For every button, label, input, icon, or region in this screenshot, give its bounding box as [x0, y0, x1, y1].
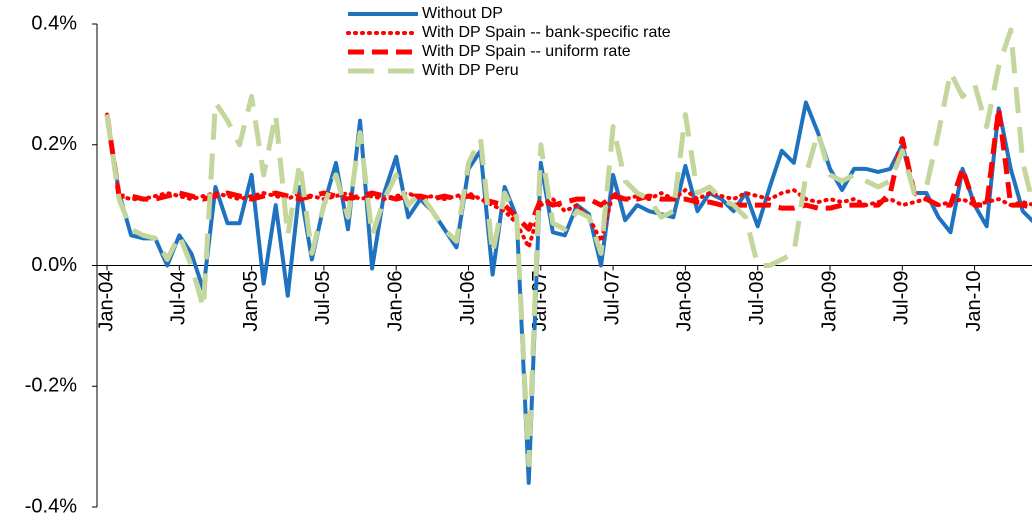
y-tick-label: 0.4%	[31, 12, 77, 34]
series-line	[105, 100, 1032, 485]
legend-label: Without DP	[422, 5, 503, 22]
y-tick-label: 0.2%	[31, 133, 77, 155]
x-tick-label: Jul-08	[746, 271, 768, 325]
x-tick-label: Jul-06	[457, 271, 479, 325]
y-tick-label: -0.2%	[25, 375, 77, 397]
x-tick-label: Jan-08	[674, 271, 696, 332]
legend-label: With DP Spain -- bank-specific rate	[422, 24, 671, 41]
x-tick-label: Jan-04	[95, 271, 117, 332]
legend-label: With DP Spain -- uniform rate	[422, 43, 631, 60]
x-tick-label: Jan-05	[240, 271, 262, 332]
x-tick-label: Jul-05	[312, 271, 334, 325]
x-tick-label: Jan-06	[384, 271, 406, 332]
x-tick-label: Jul-09	[891, 271, 913, 325]
y-tick-label: 0.0%	[31, 254, 77, 276]
x-tick-label: Jan-09	[818, 271, 840, 332]
series-line	[104, 106, 1032, 232]
x-tick-label: Jan-07	[529, 271, 551, 332]
x-tick-label: Jan-10	[963, 271, 985, 332]
series-line	[104, 27, 1032, 468]
x-tick-label: Jul-04	[168, 271, 190, 325]
x-tick-label: Jul-07	[601, 271, 623, 325]
y-tick-label: -0.4%	[25, 495, 77, 517]
legend-label: With DP Peru	[422, 62, 519, 79]
